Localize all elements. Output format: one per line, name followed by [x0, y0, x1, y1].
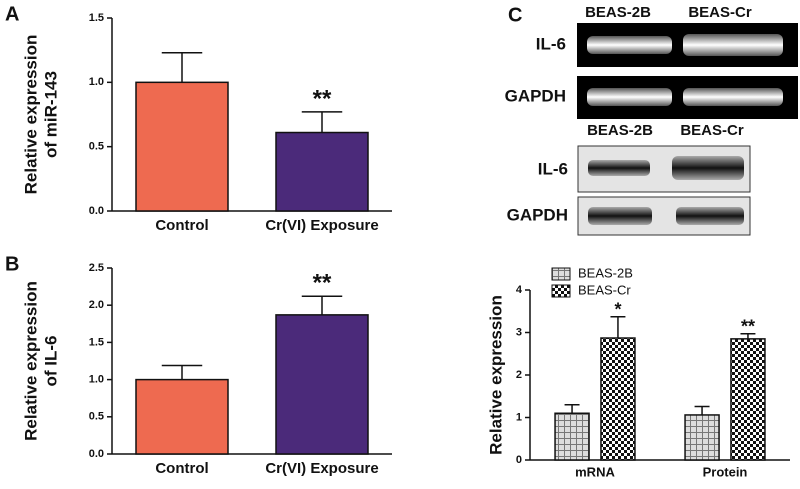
- panel-label: B: [5, 253, 19, 275]
- error-bar: [301, 111, 343, 133]
- y-axis-label: Relative expression: [486, 295, 505, 455]
- x-tick-label: Control: [155, 217, 208, 234]
- column-label: BEAS-Cr: [688, 4, 752, 21]
- row-label: IL-6: [538, 159, 568, 178]
- y-tick-label: 1: [516, 411, 522, 423]
- y-tick-label: 3: [516, 326, 522, 338]
- column-label: BEAS-2B: [587, 122, 653, 139]
- y-tick-label: 0.0: [89, 448, 104, 460]
- y-tick-label: 2: [516, 369, 522, 381]
- band: [683, 34, 783, 56]
- x-tick-label: Cr(VI) Exposure: [265, 460, 378, 477]
- y-axis-label: Relative expression: [21, 281, 40, 441]
- error-bar: [610, 316, 626, 339]
- bar: [684, 414, 720, 461]
- bar: [275, 131, 369, 212]
- band: [588, 160, 650, 176]
- error-bar: [564, 404, 580, 414]
- row-label: GAPDH: [507, 205, 568, 224]
- annotation: **: [313, 270, 332, 297]
- bar: [135, 378, 229, 455]
- x-tick-label: Control: [155, 460, 208, 477]
- band: [588, 207, 652, 225]
- y-tick-label: 1.0: [89, 76, 104, 88]
- y-tick-label: 1.0: [89, 374, 104, 386]
- error-bar: [161, 51, 203, 83]
- legend-label: BEAS-Cr: [578, 282, 631, 297]
- band: [587, 88, 672, 106]
- y-tick-label: 1.5: [89, 12, 104, 24]
- error-bar: [161, 364, 203, 380]
- band: [676, 207, 744, 225]
- legend-swatch: [551, 267, 571, 281]
- y-tick-label: 0.0: [89, 205, 104, 217]
- error-bar: [694, 405, 710, 415]
- annotation: *: [614, 300, 621, 320]
- error-bar: [740, 333, 756, 339]
- y-tick-label: 2.5: [89, 262, 104, 274]
- band: [587, 36, 672, 54]
- y-tick-label: 1.5: [89, 336, 104, 348]
- legend-swatch: [551, 284, 571, 298]
- row-label: IL-6: [536, 34, 566, 53]
- bar: [135, 81, 229, 212]
- legend-label: BEAS-2B: [578, 265, 633, 280]
- bar: [275, 314, 369, 455]
- annotation: **: [313, 85, 332, 112]
- column-label: BEAS-2B: [585, 4, 651, 21]
- column-label: BEAS-Cr: [680, 122, 744, 139]
- y-tick-label: 0.5: [89, 411, 104, 423]
- x-tick-label: Cr(VI) Exposure: [265, 217, 378, 234]
- panel-label: A: [5, 3, 19, 25]
- y-tick-label: 4: [516, 284, 523, 296]
- y-axis-label: Relative expression: [21, 35, 40, 195]
- row-label: GAPDH: [505, 86, 566, 105]
- x-tick-label: Protein: [703, 464, 748, 479]
- y-axis-label: of miR-143: [41, 71, 60, 158]
- panel-label: C: [508, 4, 522, 26]
- y-axis-label: of IL-6: [41, 336, 60, 387]
- bar: [730, 338, 766, 461]
- y-tick-label: 2.0: [89, 299, 104, 311]
- annotation: **: [741, 317, 755, 337]
- bar: [600, 337, 636, 461]
- band: [683, 88, 783, 106]
- y-tick-label: 0.5: [89, 141, 104, 153]
- band: [672, 156, 744, 180]
- y-tick-label: 0: [516, 454, 522, 466]
- x-tick-label: mRNA: [575, 464, 615, 479]
- bar: [554, 412, 590, 461]
- error-bar: [301, 295, 343, 315]
